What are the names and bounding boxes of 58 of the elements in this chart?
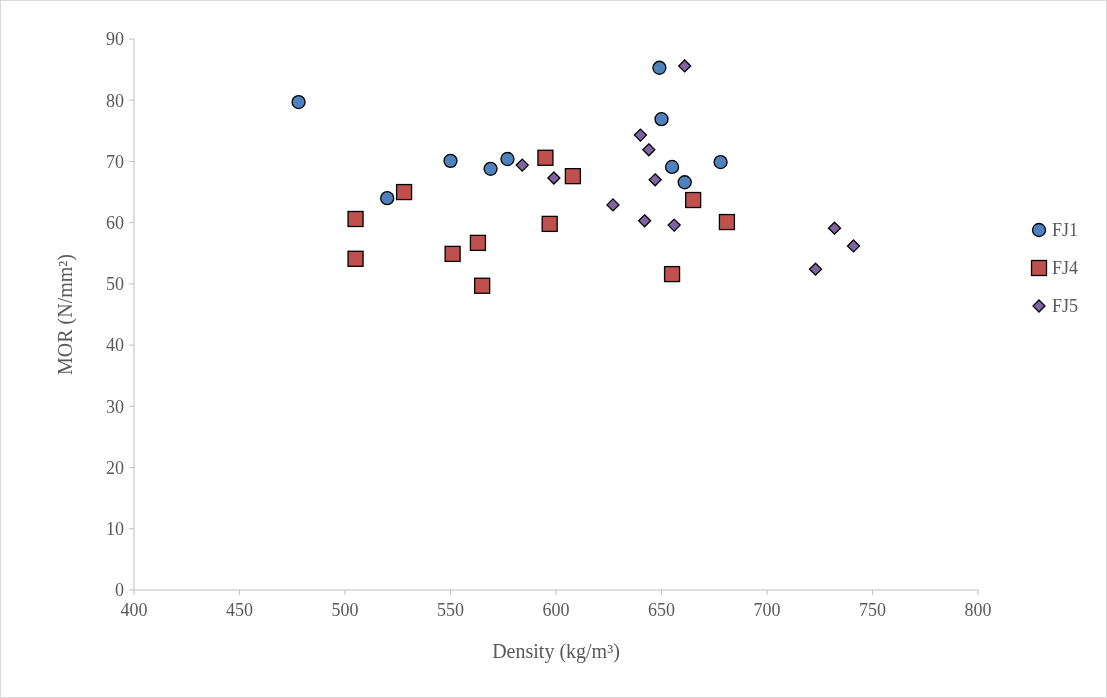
x-tick-label: 800 bbox=[964, 600, 992, 620]
point bbox=[642, 143, 656, 157]
y-tick-label: 50 bbox=[106, 274, 124, 295]
point bbox=[652, 60, 667, 75]
point bbox=[685, 191, 702, 209]
y-tick-label: 20 bbox=[106, 457, 124, 478]
point bbox=[633, 128, 648, 142]
point bbox=[678, 59, 692, 73]
point bbox=[846, 239, 861, 253]
point bbox=[827, 221, 842, 235]
y-tick-label: 10 bbox=[106, 519, 124, 540]
x-tick-label: 700 bbox=[753, 600, 781, 620]
point bbox=[469, 234, 487, 252]
x-tick-label: 600 bbox=[542, 600, 570, 620]
point bbox=[808, 262, 823, 276]
point bbox=[648, 173, 662, 187]
y-tick-label: 40 bbox=[106, 335, 124, 356]
point bbox=[541, 215, 558, 233]
point bbox=[667, 218, 681, 232]
y-tick-label: 80 bbox=[106, 90, 124, 111]
x-axis-title: Density (kg/m³) bbox=[492, 640, 620, 663]
point bbox=[547, 171, 561, 185]
point bbox=[395, 183, 413, 201]
y-tick-label: 70 bbox=[106, 151, 124, 172]
x-tick-label: 450 bbox=[226, 600, 253, 620]
x-tick-label: 550 bbox=[437, 600, 464, 620]
point bbox=[654, 112, 669, 127]
y-tick-label: 30 bbox=[106, 396, 124, 417]
x-tick-label: 500 bbox=[331, 600, 359, 620]
x-tick-label: 400 bbox=[120, 600, 148, 620]
point bbox=[500, 151, 515, 167]
point bbox=[606, 198, 620, 212]
point bbox=[718, 213, 736, 231]
x-tick-label: 750 bbox=[859, 600, 886, 620]
point bbox=[537, 149, 554, 166]
y-tick-label: 60 bbox=[106, 212, 124, 233]
point bbox=[663, 265, 681, 283]
point bbox=[515, 158, 529, 172]
point bbox=[347, 210, 364, 228]
x-tick-label: 650 bbox=[648, 600, 675, 620]
point bbox=[444, 245, 461, 263]
point bbox=[380, 191, 395, 206]
point bbox=[677, 175, 692, 190]
y-tick-label: 90 bbox=[106, 29, 124, 50]
point bbox=[713, 154, 728, 170]
legend-label: FJ5 bbox=[1052, 296, 1079, 317]
point bbox=[483, 161, 498, 176]
y-axis-title: MOR (N/mm²) bbox=[54, 254, 77, 375]
legend-label: FJ4 bbox=[1052, 258, 1079, 279]
point bbox=[637, 214, 652, 228]
point bbox=[347, 250, 364, 267]
point bbox=[564, 167, 582, 185]
point bbox=[474, 277, 491, 294]
legend-label: FJ1 bbox=[1052, 220, 1079, 241]
point bbox=[664, 159, 680, 175]
y-tick-label: 0 bbox=[115, 580, 124, 601]
point bbox=[291, 94, 306, 110]
point bbox=[443, 153, 458, 168]
